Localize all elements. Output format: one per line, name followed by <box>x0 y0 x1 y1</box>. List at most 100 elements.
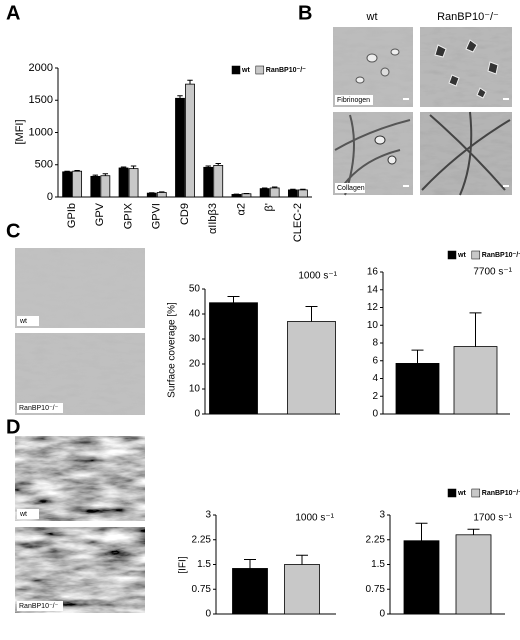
annotation: 7700 s⁻¹ <box>473 267 512 278</box>
error-bar <box>300 188 306 190</box>
bar <box>118 167 129 198</box>
legend-swatch <box>255 65 265 75</box>
y-axis-label: [IFI] <box>178 556 189 573</box>
annotation: 1000 s⁻¹ <box>298 271 337 282</box>
y-tick-label: 0 <box>47 191 53 203</box>
error-bar <box>92 174 99 177</box>
bar <box>203 166 214 198</box>
legend-label: RanBP10⁻/⁻ <box>266 67 306 74</box>
bar <box>284 564 320 615</box>
panel-letter: B <box>298 2 312 24</box>
y-tick-label: 3 <box>205 510 211 521</box>
image-label: wt <box>19 318 27 325</box>
legend-label: RanBP10⁻/⁻ <box>482 252 520 259</box>
y-tick-label: 10 <box>367 320 379 331</box>
x-tick-label: α2 <box>235 203 247 215</box>
y-tick-label: 2 <box>372 391 378 402</box>
error-bar <box>215 162 221 166</box>
y-tick-label: 20 <box>189 359 201 370</box>
bar <box>395 363 440 415</box>
error-bar <box>271 186 278 188</box>
y-tick-label: 2.25 <box>366 534 386 545</box>
y-tick-label: 1.5 <box>371 559 385 570</box>
bar <box>185 83 195 198</box>
y-tick-label: 50 <box>189 284 201 295</box>
y-tick-label: 0 <box>372 409 378 420</box>
bar <box>455 534 492 615</box>
bar <box>128 168 139 198</box>
y-tick-label: 0 <box>379 609 385 620</box>
x-tick-label: β' <box>264 203 276 211</box>
annotation: 1000 s⁻¹ <box>295 513 334 524</box>
bar <box>62 171 73 198</box>
bar <box>287 321 336 415</box>
panel-letter: C <box>6 220 20 242</box>
bar <box>90 175 101 198</box>
y-tick-label: 14 <box>367 284 379 295</box>
bar <box>232 568 268 615</box>
error-bar <box>244 559 256 569</box>
y-tick-label: 1500 <box>29 94 53 106</box>
y-tick-label: 2.25 <box>192 534 212 545</box>
y-tick-label: 0 <box>194 409 200 420</box>
y-tick-label: 2000 <box>29 62 53 74</box>
x-tick-label: GPIX <box>122 202 134 229</box>
y-tick-label: 0.75 <box>366 584 386 595</box>
bar <box>287 189 298 198</box>
image-label: RanBP10⁻/⁻ <box>19 405 59 412</box>
error-bar <box>64 170 70 172</box>
legend-label: wt <box>457 490 466 497</box>
bar <box>231 194 242 198</box>
bar <box>269 187 280 198</box>
error-bar <box>159 191 165 193</box>
error-bar <box>177 95 183 99</box>
error-bar <box>102 173 109 176</box>
micrograph: wt <box>15 436 145 521</box>
image-label: wt <box>19 511 27 518</box>
y-tick-label: 6 <box>372 355 378 366</box>
column-header: RanBP10⁻/⁻ <box>437 11 499 23</box>
bar <box>213 164 224 198</box>
legend-swatch <box>231 65 241 75</box>
y-tick-label: 1.5 <box>197 559 211 570</box>
y-tick-label: 16 <box>367 267 379 278</box>
error-bar <box>305 306 318 322</box>
bar <box>146 192 157 198</box>
x-tick-label: CLEC-2 <box>292 203 304 242</box>
legend-label: wt <box>241 67 250 74</box>
y-tick-label: 500 <box>35 159 53 171</box>
y-tick-label: 0 <box>205 609 211 620</box>
error-bar <box>261 187 268 189</box>
legend-label: wt <box>457 252 466 259</box>
y-tick-label: 40 <box>189 309 201 320</box>
annotation: 1700 s⁻¹ <box>473 513 512 524</box>
bar <box>241 193 252 198</box>
error-bar <box>296 554 308 565</box>
y-tick-label: 12 <box>367 302 379 313</box>
bar <box>100 175 111 198</box>
error-bar <box>227 296 240 303</box>
y-axis-label: [MFI] <box>14 119 26 144</box>
bar <box>453 346 498 415</box>
panel-letter: A <box>6 2 20 24</box>
column-header: wt <box>366 11 378 23</box>
micrograph <box>420 27 512 107</box>
error-bar <box>290 188 296 190</box>
y-tick-label: 3 <box>379 510 385 521</box>
bar <box>403 540 440 615</box>
error-bar <box>415 522 428 541</box>
x-tick-label: GPIb <box>66 203 78 228</box>
micrograph: RanBP10⁻/⁻ <box>15 527 145 613</box>
bar <box>156 192 167 198</box>
legend-swatch <box>447 250 457 260</box>
x-tick-label: GPVI <box>151 203 163 229</box>
bar <box>259 188 270 198</box>
micrograph: wt <box>15 248 145 328</box>
panel-letter: D <box>6 416 20 438</box>
error-bar <box>411 349 424 364</box>
bar <box>72 170 83 198</box>
legend-swatch <box>447 488 457 498</box>
y-tick-label: 30 <box>189 334 201 345</box>
y-axis-label: Surface coverage [%] <box>167 302 178 398</box>
